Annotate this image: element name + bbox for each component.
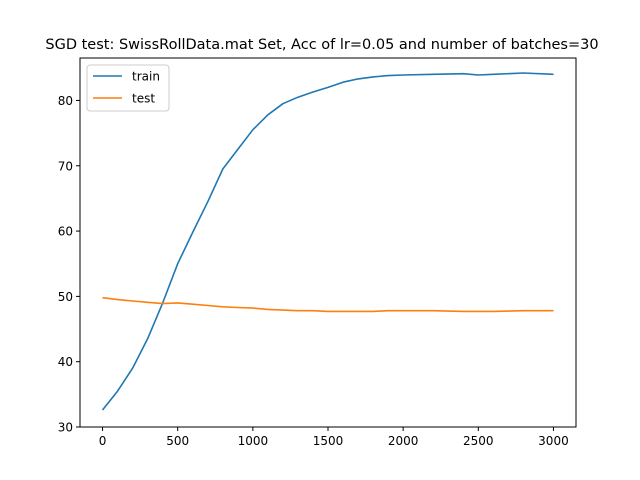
series-line-train [101,72,554,411]
y-tick-label: 30 [58,421,73,435]
x-axis: 0 500 1000 1500 2000 2500 3000 [99,427,569,448]
x-tick-label: 1500 [313,434,344,448]
legend-label-train: train [132,70,160,84]
x-tick-label: 3000 [538,434,569,448]
y-tick-label: 70 [58,159,73,173]
legend: train test [86,64,170,112]
x-tick-label: 1000 [238,434,269,448]
y-tick-label: 40 [58,355,73,369]
y-axis: 30 40 50 60 70 80 [58,94,80,435]
plot-area [101,72,554,411]
y-tick-label: 60 [58,225,73,239]
x-tick-label: 0 [99,434,107,448]
x-tick-label: 2500 [463,434,494,448]
y-tick-label: 80 [58,94,73,108]
y-tick-label: 50 [58,290,73,304]
x-tick-label: 500 [166,434,189,448]
series-line-test [102,296,554,313]
x-tick-label: 2000 [388,434,419,448]
legend-label-test: test [132,92,155,106]
chart-title: SGD test: SwissRollData.mat Set, Acc of … [45,37,598,53]
axes-frame [79,57,577,428]
